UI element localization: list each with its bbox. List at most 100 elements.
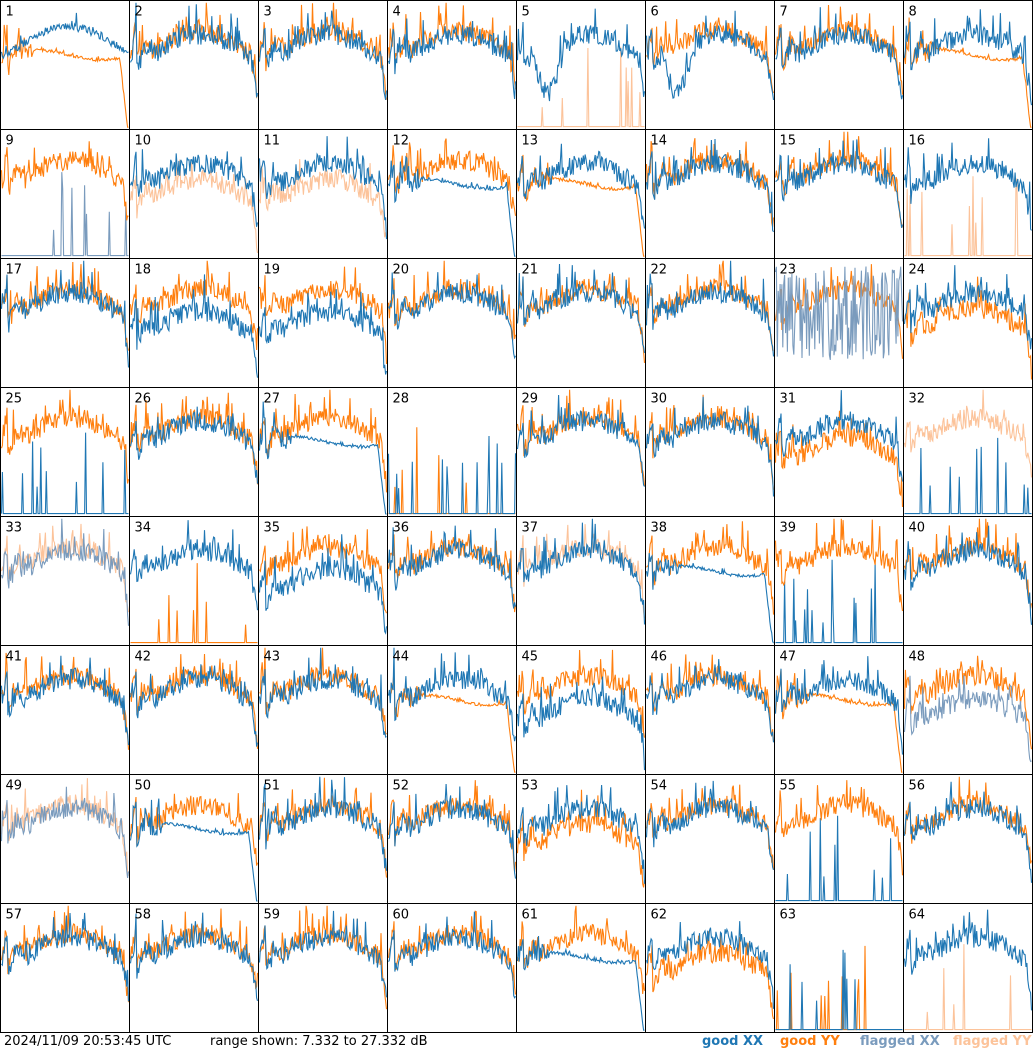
panel-frame: [129, 903, 259, 1033]
panel-3-trace-xx: [258, 10, 388, 101]
panel-label: 36: [393, 521, 410, 536]
panel-64-trace-xx: [903, 909, 1033, 1011]
panel-52-trace-xx: [388, 783, 517, 879]
panel-label: 24: [909, 263, 926, 278]
panel-60-trace-xx: [388, 911, 516, 999]
panel-frame: [645, 387, 775, 517]
panel-63: 63: [774, 903, 904, 1033]
panel-5-trace-yy: [517, 46, 645, 128]
panel-label: 32: [909, 392, 926, 407]
panel-frame: [129, 387, 259, 517]
panel-9: 9: [0, 129, 130, 259]
panel-24: 24: [903, 258, 1033, 388]
panel-41-trace-xx: [0, 655, 130, 746]
panel-frame: [774, 903, 904, 1033]
panel-label: 11: [264, 134, 281, 149]
panel-label: 14: [651, 134, 668, 149]
panel-label: 42: [135, 650, 152, 665]
panel-frame: [0, 129, 130, 259]
panel-label: 39: [780, 521, 797, 536]
panel-8-trace-xx: [903, 9, 1033, 106]
panel-13-trace-xx: [516, 143, 646, 229]
panel-2-trace-xx: [130, 2, 259, 98]
panel-label: 21: [522, 263, 539, 278]
panel-16-trace-yy: [904, 176, 1032, 257]
panel-42: 42: [129, 645, 259, 775]
panel-62-trace-xx: [645, 921, 775, 1009]
panel-frame: [516, 0, 646, 130]
panel-36: 36: [387, 516, 517, 646]
panel-label: 51: [264, 779, 281, 794]
panel-4-trace-xx: [387, 18, 517, 100]
panel-frame: [129, 774, 259, 904]
panel-label: 60: [393, 908, 410, 923]
panel-55-trace-yy: [774, 780, 904, 876]
panel-label: 50: [135, 779, 152, 794]
panel-14-trace-xx: [645, 138, 774, 233]
panel-frame: [774, 0, 904, 130]
panel-9-trace-yy: [0, 141, 129, 221]
panel-47-trace-xx: [774, 656, 904, 755]
panel-label: 5: [522, 5, 530, 20]
panel-37-trace-xx: [516, 518, 646, 625]
panel-label: 12: [393, 134, 410, 149]
panel-25-trace-yy: [0, 389, 130, 484]
panel-label: 17: [6, 263, 23, 278]
panel-frame: [903, 516, 1033, 646]
panel-10: 10: [129, 129, 259, 259]
panel-54-trace-xx: [645, 780, 775, 870]
panel-11-trace-xx: [258, 136, 388, 240]
panel-60: 60: [387, 903, 517, 1033]
panel-label: 30: [651, 392, 668, 407]
panel-label: 59: [264, 908, 281, 923]
panel-39: 39: [774, 516, 904, 646]
panel-47: 47: [774, 645, 904, 775]
panel-frame: [774, 645, 904, 775]
panel-64: 64: [903, 903, 1033, 1033]
panel-42-trace-xx: [129, 664, 259, 747]
panel-53-trace-xx: [516, 784, 646, 884]
panel-19-trace-xx: [258, 289, 388, 375]
panel-frame: [645, 516, 775, 646]
panel-label: 40: [909, 521, 926, 536]
panel-48: 48: [903, 645, 1033, 775]
panel-label: 45: [522, 650, 539, 665]
panel-18-trace-xx: [129, 274, 259, 378]
panel-40: 40: [903, 516, 1033, 646]
panel-10-trace-xx: [129, 149, 259, 227]
panel-35: 35: [258, 516, 388, 646]
panel-34: 34: [129, 516, 259, 646]
panel-label: 10: [135, 134, 152, 149]
panel-frame: [645, 258, 775, 388]
panel-24-trace-yy: [904, 276, 1033, 380]
panel-58: 58: [129, 903, 259, 1033]
panel-frame: [387, 903, 517, 1033]
timestamp: 2024/11/09 20:53:45 UTC: [4, 1034, 172, 1049]
panel-frame: [387, 774, 517, 904]
panel-frame: [774, 774, 904, 904]
panel-12: 12: [387, 129, 517, 259]
panel-38: 38: [645, 516, 775, 646]
panel-frame: [387, 645, 517, 775]
panel-label: 43: [264, 650, 281, 665]
panel-8-trace-yy: [903, 17, 1032, 128]
panel-16-trace-xx: [903, 138, 1032, 231]
panel-13: 13: [516, 129, 646, 259]
panel-label: 34: [135, 521, 152, 536]
panel-44-trace-xx: [387, 647, 517, 742]
panel-frame: [516, 516, 646, 646]
panel-8: 8: [903, 0, 1033, 130]
panel-43: 43: [258, 645, 388, 775]
panel-29: 29: [516, 387, 646, 517]
panel-30: 30: [645, 387, 775, 517]
panel-5: 5: [516, 0, 646, 130]
panel-6: 6: [645, 0, 775, 130]
panel-52: 52: [387, 774, 517, 904]
panel-34-trace-yy: [130, 563, 258, 644]
panel-59: 59: [258, 903, 388, 1033]
panel-frame: [387, 387, 517, 517]
panel-11: 11: [258, 129, 388, 259]
panel-label: 55: [780, 779, 797, 794]
panel-43-trace-xx: [258, 647, 387, 738]
panel-frame: [903, 903, 1033, 1033]
